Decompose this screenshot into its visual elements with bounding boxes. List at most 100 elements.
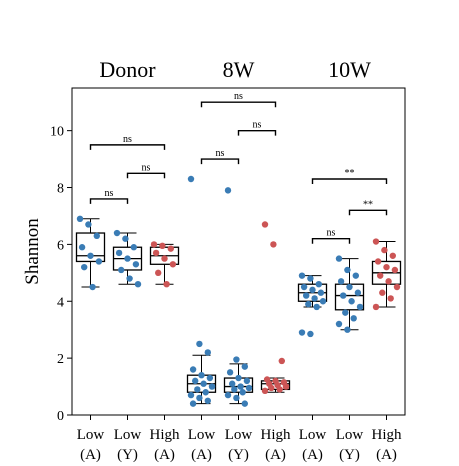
data-point [237, 383, 244, 390]
data-point [113, 229, 121, 237]
x-tick-sublabel: (A) [302, 447, 323, 463]
data-point [85, 221, 92, 228]
data-point [268, 384, 275, 392]
data-point [150, 241, 158, 248]
bracket-label: ns [142, 162, 151, 173]
data-point [81, 263, 88, 271]
data-point [393, 283, 401, 291]
data-point [261, 221, 269, 228]
data-point [309, 286, 316, 294]
data-point [187, 391, 195, 399]
data-point [317, 289, 325, 296]
x-tick-label: High [261, 427, 292, 443]
data-point [245, 384, 253, 392]
bracket [311, 238, 351, 244]
data-point [356, 303, 364, 311]
data-point [239, 389, 246, 396]
data-point [196, 340, 203, 348]
data-point [311, 295, 318, 302]
data-point [122, 235, 129, 242]
data-point [115, 249, 123, 257]
x-tick-label: Low [114, 427, 142, 443]
data-point [93, 232, 101, 240]
bracket-label: ns [105, 188, 114, 199]
data-point [126, 275, 133, 282]
data-point [196, 394, 203, 402]
bracket [237, 129, 277, 136]
data-point [76, 215, 84, 222]
data-point [342, 309, 349, 316]
x-tick-label: Low [336, 427, 364, 443]
data-point [200, 380, 207, 387]
bracket [200, 158, 240, 165]
data-point [372, 238, 380, 245]
data-point [374, 258, 382, 265]
data-point [132, 261, 140, 268]
box [75, 232, 106, 263]
bracket-label: ns [123, 134, 132, 145]
data-point [389, 252, 396, 259]
x-tick-sublabel: (A) [80, 447, 101, 463]
data-point [169, 261, 177, 268]
data-point [377, 272, 384, 279]
data-point [155, 269, 162, 277]
group-titles: Donor 8W 10W [99, 57, 371, 82]
data-point [372, 303, 380, 311]
data-point [354, 289, 362, 296]
data-point [118, 266, 125, 274]
group-title: 10W [328, 57, 371, 82]
data-point [298, 272, 306, 279]
data-point [335, 320, 343, 328]
x-tick-label: High [372, 427, 403, 443]
bracket-label: ** [345, 168, 355, 179]
x-tick-sublabel: (Y) [339, 447, 360, 463]
bracket [200, 101, 277, 108]
data-point [159, 242, 166, 250]
group-title: Donor [99, 57, 156, 82]
bracket [311, 178, 388, 184]
data-point [124, 255, 131, 262]
data-point [202, 389, 209, 396]
data-point [187, 175, 195, 183]
data-point [340, 292, 347, 299]
x-tick-sublabel: (A) [376, 447, 397, 463]
x-tick-label: Low [188, 427, 216, 443]
data-point [243, 377, 251, 385]
data-point [163, 281, 170, 288]
bracket-label: ns [253, 120, 262, 131]
data-point [89, 283, 96, 291]
data-point [387, 295, 394, 302]
data-point [226, 369, 234, 376]
data-point [208, 383, 216, 390]
data-point [313, 303, 320, 311]
data-point [95, 258, 103, 265]
x-tick-sublabel: (Y) [228, 447, 249, 463]
data-points [76, 175, 401, 407]
x-tick-label: Low [77, 427, 105, 443]
y-tick-label: 2 [57, 352, 64, 367]
x-tick-label: Low [225, 427, 253, 443]
x-tick-sublabel: (A) [265, 447, 286, 463]
data-point [344, 266, 351, 274]
y-tick-label: 0 [57, 409, 64, 424]
data-point [383, 263, 390, 271]
data-point [307, 275, 314, 282]
data-point [87, 252, 94, 259]
data-point [385, 278, 392, 285]
y-tick-label: 6 [57, 238, 64, 253]
data-point [235, 374, 242, 382]
y-tick-label: 8 [57, 182, 64, 197]
data-point [231, 386, 238, 393]
x-tick-sublabel: (A) [191, 447, 212, 463]
data-point [315, 281, 322, 288]
data-point [305, 300, 312, 308]
x-tick-sublabel: (A) [154, 447, 175, 463]
y-axis: 0 2 4 6 8 10 [50, 125, 72, 424]
data-point [130, 244, 137, 251]
data-point [224, 187, 232, 194]
data-point [261, 387, 269, 395]
bracket-label: ns [327, 228, 336, 239]
data-point [161, 255, 168, 262]
data-point [303, 292, 310, 299]
bracket-label: ns [216, 148, 225, 159]
